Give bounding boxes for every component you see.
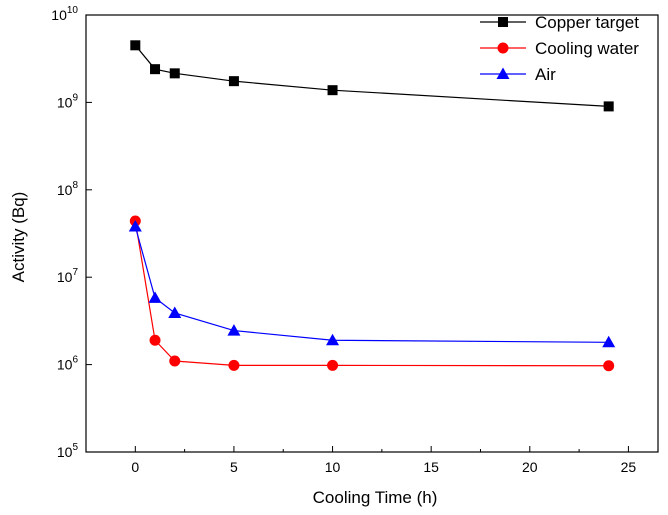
legend-label: Air [535,65,556,84]
y-tick-label: 1010 [51,5,78,23]
legend-item: Cooling water [480,39,639,58]
x-axis-title: Cooling Time (h) [313,488,438,507]
series-line [134,226,609,343]
x-tick-label: 15 [423,459,439,475]
y-tick-label: 108 [57,180,79,198]
y-tick-label: 107 [57,267,79,285]
data-point-square [130,40,141,51]
plot-frame [85,14,659,453]
data-point-circle [603,360,615,372]
data-point-triangle [128,220,142,232]
data-point-square [169,68,180,79]
y-tick-label: 109 [57,92,79,110]
data-point-square [498,17,508,27]
x-tick-label: 10 [325,459,341,475]
axes: 0 5 10 15 20 25 105 106 107 108 109 1010 [51,5,659,475]
series-air [128,220,616,348]
legend-label: Cooling water [535,39,639,58]
y-tick-label: 105 [57,442,79,460]
legend: Copper target Cooling water Air [480,13,639,84]
x-tick-label: 20 [522,459,538,475]
series-line [134,220,609,367]
data-point-square [150,64,161,75]
data-point-triangle [602,335,616,348]
legend-item: Copper target [480,13,639,32]
data-point-circle [149,334,161,346]
data-point-square [228,76,239,87]
legend-item: Air [480,65,556,84]
x-tick-label: 5 [230,459,238,475]
data-point-circle [327,359,339,371]
data-point-circle [169,355,181,367]
x-tick-label: 25 [621,459,637,475]
series-cooling-water [129,215,615,372]
data-point-square [327,85,338,96]
data-point-triangle [148,291,162,303]
data-point-square [603,101,614,112]
legend-label: Copper target [535,13,639,32]
data-point-triangle [496,67,510,79]
series-copper-target [130,40,614,112]
data-point-triangle [326,333,340,346]
y-tick-label: 106 [57,355,79,373]
series-layer [128,40,616,372]
x-tick-label: 0 [131,459,139,475]
y-axis-title: Activity (Bq) [9,192,28,283]
data-point-triangle [168,306,182,318]
data-point-triangle [227,324,241,336]
data-point-circle [228,359,240,371]
data-point-circle [497,42,509,54]
